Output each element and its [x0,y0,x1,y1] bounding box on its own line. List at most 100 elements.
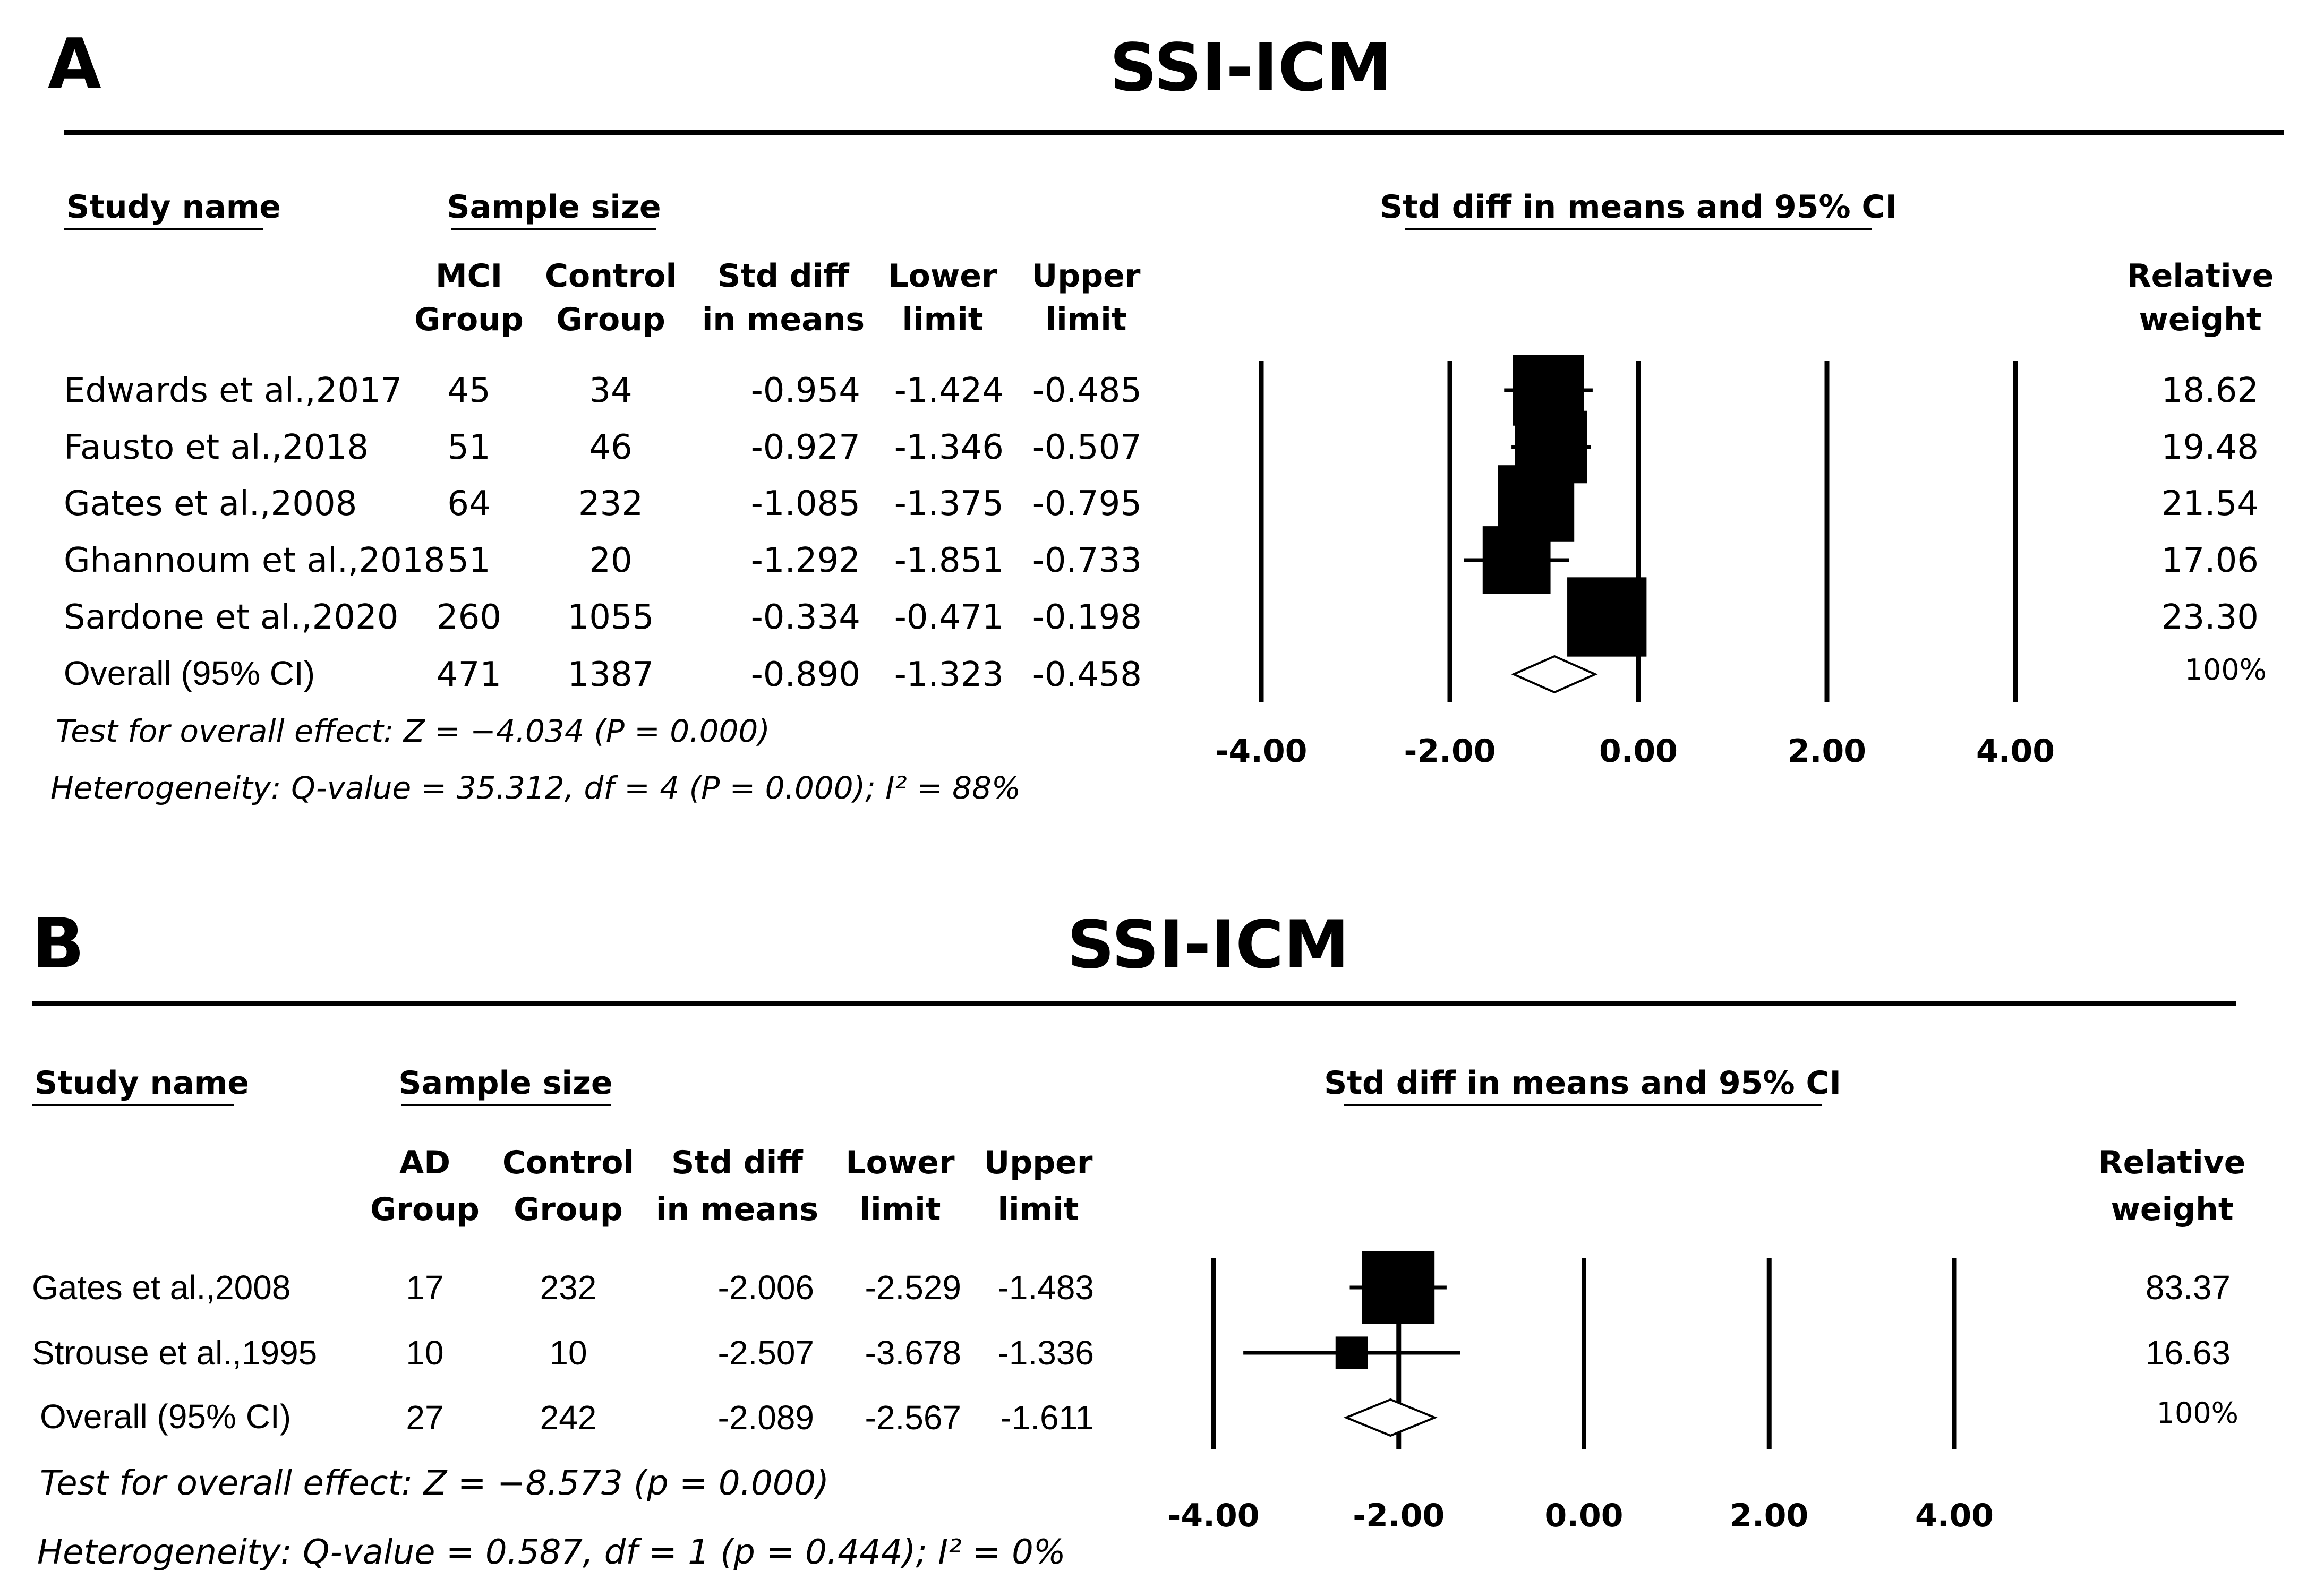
heterogeneity-stats: Heterogeneity: Q-value = 0.587, df = 1 (… [37,1533,1066,1572]
column-header-group1: MCI [435,257,502,295]
overall-group2-n: 242 [540,1398,597,1437]
column-header-std-diff: Std diff [671,1144,804,1181]
group1-n: 64 [447,484,490,523]
overall-effect-test: Test for overall effect: Z = −8.573 (p =… [40,1464,829,1503]
effect-box [1482,526,1551,594]
overall-lower-limit: -1.323 [894,655,1004,694]
upper-limit-value: -0.795 [1032,484,1142,523]
column-header-group1: AD [399,1144,450,1181]
study-name: Sardone et al.,2020 [64,598,398,637]
x-tick-label: -4.00 [1216,733,1308,770]
column-header-weight: Relative [2098,1144,2245,1181]
column-header-std-diff: Std diff [717,257,850,295]
overall-diamond [1511,655,1598,694]
column-header-group2: Control [502,1144,634,1181]
relative-weight: 17.06 [2161,541,2259,580]
column-header-lower: limit [902,301,984,338]
x-tick-label: 4.00 [1976,733,2055,770]
overall-group1-n: 471 [437,655,501,694]
upper-limit-value: -0.507 [1032,428,1142,467]
panel-title: SSI-ICM [1109,30,1391,106]
lower-limit-value: -3.678 [865,1334,961,1372]
std-diff-value: -2.006 [718,1268,814,1307]
effect-box [1567,577,1647,657]
plot-label-header: Std diff in means and 95% CI [1324,1065,1841,1102]
group2-n: 34 [589,371,632,410]
group1-n: 10 [406,1334,443,1372]
forest-panel-b: B SSI-ICM Study name Sample size Std diff in… [32,903,2246,1572]
overall-group2-n: 1387 [568,655,654,694]
study-name-header: Study name [35,1065,249,1102]
x-tick-label: 2.00 [1730,1497,1808,1534]
relative-weight: 16.63 [2146,1334,2231,1372]
overall-upper-limit: -1.611 [1000,1398,1094,1437]
std-diff-value: -1.085 [751,484,860,523]
column-header-weight: Relative [2126,257,2274,295]
overall-upper-limit: -0.458 [1032,655,1142,694]
panel-letter: A [48,23,101,104]
study-name: Gates et al.,2008 [32,1268,290,1307]
x-tick-label: -4.00 [1168,1497,1260,1534]
group1-n: 45 [447,371,490,410]
x-tick-label: 2.00 [1788,733,1866,770]
study-name: Gates et al.,2008 [64,484,357,523]
column-header-upper: Upper [1032,257,1141,295]
column-header-weight: weight [2139,301,2261,338]
column-header-group2: Group [514,1191,623,1228]
lower-limit-value: -1.346 [894,428,1004,467]
std-diff-value: -0.927 [751,428,860,467]
study-name: Fausto et al.,2018 [64,428,369,467]
group1-n: 51 [447,428,490,467]
column-header-weight: weight [2111,1191,2233,1228]
lower-limit-value: -1.851 [894,541,1004,580]
upper-limit-value: -0.733 [1032,541,1142,580]
x-tick-label: 0.00 [1544,1497,1623,1534]
column-header-lower: Lower [845,1144,955,1181]
group2-n: 1055 [568,598,654,637]
study-name: Strouse et al.,1995 [32,1334,317,1372]
relative-weight: 18.62 [2161,371,2259,410]
panel-letter: B [32,903,84,984]
std-diff-value: -0.954 [751,371,860,410]
std-diff-value: -2.507 [718,1334,814,1372]
column-header-upper: Upper [984,1144,1093,1181]
column-header-std-diff: in means [702,301,865,338]
x-tick-label: 0.00 [1599,733,1678,770]
study-name: Edwards et al.,2017 [64,371,403,410]
group2-n: 232 [578,484,643,523]
x-tick-label: -2.00 [1404,733,1496,770]
group1-n: 51 [447,541,490,580]
overall-std-diff: -2.089 [718,1398,814,1437]
group2-n: 232 [540,1268,597,1307]
plot-label-header: Std diff in means and 95% CI [1380,188,1897,226]
overall-diamond [1343,1398,1438,1437]
lower-limit-value: -0.471 [894,598,1004,637]
overall-std-diff: -0.890 [751,655,860,694]
relative-weight: 23.30 [2161,598,2259,637]
column-header-group1: Group [370,1191,480,1228]
x-tick-label: 4.00 [1915,1497,1994,1534]
upper-limit-value: -1.336 [998,1334,1094,1372]
column-header-lower: limit [860,1191,941,1228]
column-header-upper: limit [1046,301,1127,338]
relative-weight: 83.37 [2146,1268,2231,1307]
column-header-group1: Group [414,301,524,338]
group2-n: 46 [589,428,632,467]
x-tick-label: -2.00 [1353,1497,1445,1534]
column-header-group2: Control [545,257,677,295]
forest-panel-a: A SSI-ICM Study name Sample size Std diff in… [48,23,2284,806]
sample-size-header: Sample size [447,188,661,226]
column-header-upper: limit [998,1191,1079,1228]
panel-title: SSI-ICM [1067,907,1349,983]
heterogeneity-stats: Heterogeneity: Q-value = 35.312, df = 4 … [50,770,1021,806]
overall-weight: 100% [2185,653,2267,686]
sample-size-header: Sample size [398,1065,612,1102]
lower-limit-value: -1.375 [894,484,1004,523]
overall-lower-limit: -2.567 [865,1398,961,1437]
std-diff-value: -0.334 [751,598,860,637]
lower-limit-value: -2.529 [865,1268,961,1307]
study-name: Ghannoum et al.,2018 [64,541,445,580]
effect-box [1335,1336,1368,1369]
study-name-header: Study name [66,188,281,226]
